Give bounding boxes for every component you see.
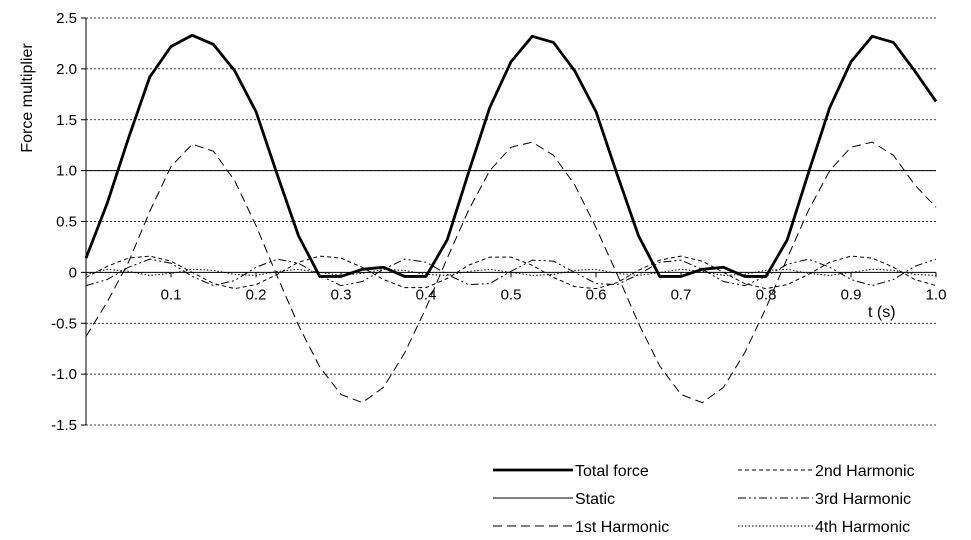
y-tick-label: 1.5 — [56, 112, 77, 129]
x-tick-label: 0.8 — [756, 286, 777, 303]
legend-label: 4th Harmonic — [815, 519, 910, 536]
x-axis-title: t (s) — [868, 304, 896, 321]
legend-label: Static — [575, 491, 615, 508]
x-tick-label: 1.0 — [926, 286, 947, 303]
tick-labels: 2.5 2.0 1.5 1.0 0.5 0 -0.5 -1.0 -1.5 0.1 0.2 0.3 0.4… — [51, 10, 946, 434]
legend: Total force Static 1st Harmonic 2nd Harmoni… — [493, 463, 915, 536]
y-tick-label: -0.5 — [51, 315, 77, 332]
y-axis-title: Force multiplier — [19, 43, 36, 153]
series-line-3rd-harmonic — [85, 258, 937, 287]
series — [84, 33, 938, 404]
x-tick-label: 0.4 — [416, 286, 437, 303]
y-tick-label: 2.5 — [56, 10, 77, 27]
x-tick-label: 0.2 — [246, 286, 267, 303]
legend-label: 2nd Harmonic — [815, 463, 915, 480]
y-tick-label: 1.0 — [56, 163, 77, 180]
y-tick-label: 2.0 — [56, 61, 77, 78]
y-tick-label: 0.5 — [56, 214, 77, 231]
series-line-2nd-harmonic — [85, 255, 937, 290]
y-tick-label: -1.5 — [51, 417, 77, 434]
legend-label: 1st Harmonic — [575, 519, 669, 536]
x-tick-label: 0.1 — [161, 286, 182, 303]
x-tick-label: 0.9 — [841, 286, 862, 303]
series-line-4th-harmonic — [85, 268, 937, 276]
grid — [86, 17, 936, 426]
x-tick-label: 0.3 — [331, 286, 352, 303]
y-tick-label: -1.0 — [51, 366, 77, 383]
series-line-total-force — [84, 33, 938, 278]
legend-label: Total force — [575, 463, 649, 480]
x-tick-label: 0.7 — [671, 286, 692, 303]
x-tick-label: 0.6 — [586, 286, 607, 303]
y-tick-label: 0 — [69, 264, 77, 281]
x-tick-label: 0.5 — [501, 286, 522, 303]
legend-label: 3rd Harmonic — [815, 491, 911, 508]
series-line-1st-harmonic — [85, 141, 937, 404]
